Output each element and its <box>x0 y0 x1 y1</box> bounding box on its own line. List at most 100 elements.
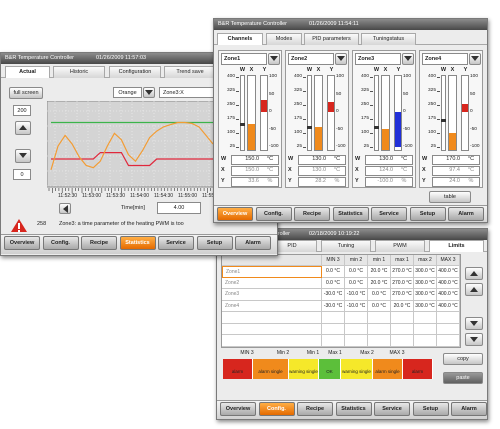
arrow-button[interactable] <box>465 317 483 330</box>
value-box: 150.0 °C <box>231 166 279 176</box>
temp-scale-label: 175 <box>427 116 436 121</box>
temp-scale-label: 250 <box>226 102 235 107</box>
y-min-input[interactable]: 0 <box>13 169 31 180</box>
nav-button[interactable]: Statistics <box>332 207 369 221</box>
nav-button[interactable]: Setup <box>409 207 446 221</box>
arrow-button[interactable] <box>465 283 483 296</box>
unit-text: °C <box>333 156 341 162</box>
arrow-button[interactable] <box>268 53 280 65</box>
arrow-button[interactable] <box>143 87 155 98</box>
nav-button[interactable]: Setup <box>196 236 233 250</box>
window: B&R Temperature Controller 01/26/2009 11:… <box>213 18 488 223</box>
tab[interactable]: Modes <box>266 33 302 45</box>
zone-select[interactable]: Zone1 <box>221 53 267 65</box>
value-box[interactable]: 130.0 °C <box>365 155 413 165</box>
arrow-button[interactable] <box>465 267 483 280</box>
value-box: 33.6% <box>231 177 279 187</box>
arrow-button[interactable] <box>59 203 71 214</box>
zone-select[interactable]: Zone2 <box>288 53 334 65</box>
arrow-button[interactable] <box>465 333 483 346</box>
nav-button[interactable]: Config. <box>258 402 295 416</box>
zone-cell <box>222 323 322 335</box>
scale-tick <box>437 105 440 106</box>
limit-segment: alarm single <box>253 359 289 379</box>
tab[interactable]: PID parameters <box>304 33 359 45</box>
color-select[interactable]: Orange <box>113 87 142 98</box>
y-scale-label: 0 <box>470 109 473 114</box>
time-input[interactable]: 4.00 <box>157 202 201 214</box>
value-box[interactable]: 130.0 °C <box>298 155 346 165</box>
nav-button[interactable]: Service <box>374 402 410 416</box>
temp-scale-label: 175 <box>360 116 369 121</box>
nav-button[interactable]: Overview <box>217 207 253 221</box>
limit-cell: 300.0 °C <box>414 266 437 278</box>
limit-cell: 0.0 °C <box>368 289 391 301</box>
arrow-button[interactable] <box>402 53 414 65</box>
nav-button[interactable]: Statistics <box>119 236 156 250</box>
x-tube <box>314 75 323 151</box>
scale-tick <box>437 147 440 148</box>
paste-button[interactable]: paste <box>443 372 483 384</box>
nav-button[interactable]: Overview <box>220 402 256 416</box>
column-header: MIN 3 <box>322 255 345 266</box>
limit-label: MIN 3 <box>240 350 254 356</box>
value-box: 28.2% <box>298 177 346 187</box>
nav-button[interactable]: Recipe <box>81 236 117 250</box>
copy-button[interactable]: copy <box>443 353 483 365</box>
arrow-button[interactable] <box>469 53 481 65</box>
gauge-header: W <box>373 67 380 73</box>
tab[interactable]: Configuration <box>109 66 161 78</box>
value-box[interactable]: 170.0 °C <box>432 155 480 165</box>
trend-chart <box>47 101 217 193</box>
temp-scale-label: 100 <box>360 130 369 135</box>
full-screen-button[interactable]: full screen <box>9 87 43 99</box>
arrow-icon <box>337 56 345 61</box>
x-bar <box>315 127 322 150</box>
arrow-icon <box>62 204 68 213</box>
nav-button[interactable]: Service <box>158 236 194 250</box>
tab[interactable]: Channels <box>217 33 263 45</box>
value-box[interactable]: 150.0 °C <box>231 155 279 165</box>
limit-segment: alarm <box>403 359 433 379</box>
tab[interactable]: Tuningstatus <box>361 33 416 45</box>
tab[interactable]: PWM <box>375 240 425 252</box>
unit-text: °C <box>333 167 341 173</box>
nav-button[interactable]: Statistics <box>335 402 372 416</box>
nav-button[interactable]: Setup <box>412 402 449 416</box>
tab[interactable]: Tuning <box>321 240 371 252</box>
nav-button[interactable]: Overview <box>4 236 40 250</box>
w-tube <box>441 75 446 151</box>
tab[interactable]: Actual <box>5 66 50 78</box>
nav-button[interactable]: Config. <box>42 236 79 250</box>
warning-mark <box>18 223 20 229</box>
y-scale-label: 50 <box>269 91 275 97</box>
nav-button[interactable]: Service <box>371 207 407 221</box>
zone-panel: Zone2 W X Y 400 325 250 175 100 25 100 50 0 -50 -100 W 1… <box>285 50 349 188</box>
scale-tick <box>437 119 440 120</box>
arrow-button[interactable] <box>15 121 31 135</box>
arrow-button[interactable] <box>15 149 31 163</box>
tab[interactable]: Limits <box>429 240 484 252</box>
zone-select[interactable]: Zone4 <box>422 53 468 65</box>
nav-button[interactable]: Alarm <box>448 207 484 221</box>
arrow-button[interactable] <box>335 53 347 65</box>
value-box: -100.0% <box>365 177 413 187</box>
tab[interactable]: Historic <box>53 66 105 78</box>
nav-button[interactable]: Recipe <box>297 402 333 416</box>
tab[interactable]: Trend save <box>164 66 216 78</box>
limit-cell <box>345 323 368 335</box>
table-button[interactable]: table <box>429 191 471 203</box>
x-bar <box>248 123 255 150</box>
value-box: 24.0% <box>432 177 480 187</box>
y-max-input[interactable]: 200 <box>13 105 31 116</box>
limit-cell: 400.0 °C <box>437 300 460 312</box>
nav-button[interactable]: Alarm <box>235 236 271 250</box>
zone-select[interactable]: Zone3 <box>355 53 401 65</box>
channel-select[interactable]: Zone3:X <box>159 87 219 98</box>
row-label: Y <box>288 178 292 184</box>
unit-text: °C <box>400 167 408 173</box>
nav-button[interactable]: Config. <box>255 207 292 221</box>
nav-button[interactable]: Alarm <box>451 402 487 416</box>
nav-button[interactable]: Recipe <box>294 207 330 221</box>
